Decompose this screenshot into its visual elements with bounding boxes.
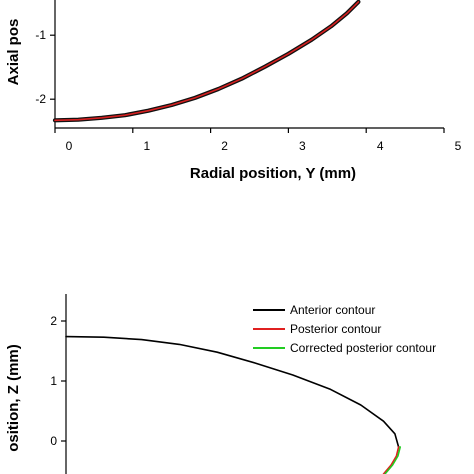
bottom-y-axis-label: osition, Z (mm): [5, 344, 22, 452]
legend-label: Corrected posterior contour: [290, 341, 436, 355]
top-x-tick-label: 1: [143, 139, 150, 153]
bottom-series-line-3: [384, 446, 402, 474]
bottom-ticks: 2 1 0: [50, 314, 66, 448]
top-x-tick-label: 2: [221, 139, 228, 153]
top-y-tick-label: -1: [35, 28, 46, 42]
top-x-tick-label: 4: [377, 139, 384, 153]
top-x-tick-label: 5: [455, 139, 462, 153]
top-x-axis-label: Radial position, Y (mm): [190, 165, 356, 182]
top-y-axis-label: Axial pos: [5, 19, 22, 86]
chart-bottom: osition, Z (mm) 2 1 0 Anterior contour Post…: [5, 294, 436, 474]
top-x-tick-label: 0: [66, 139, 73, 153]
bottom-y-tick-label: 0: [50, 434, 57, 448]
bottom-series-line-1: [65, 335, 400, 448]
bottom-y-tick-label: 2: [50, 314, 57, 328]
bottom-series: [65, 335, 402, 474]
bottom-series-line-2: [382, 446, 400, 474]
bottom-y-tick-label: 1: [50, 374, 57, 388]
top-series-outline: [52, 0, 361, 123]
top-series-line: [54, 1, 360, 122]
legend-label: Anterior contour: [290, 303, 375, 317]
top-y-tick-label: -2: [35, 92, 46, 106]
top-series: [52, 0, 361, 123]
legend: Anterior contour Posterior contour Correct…: [253, 303, 436, 355]
top-x-tick-label: 3: [299, 139, 306, 153]
top-ticks: 0 1 2 3 4 5 -1 -2: [35, 28, 461, 153]
legend-label: Posterior contour: [290, 322, 381, 336]
chart-top: Axial pos 0 1 2 3 4 5 -1 -2 Radial position, Y …: [5, 0, 462, 182]
